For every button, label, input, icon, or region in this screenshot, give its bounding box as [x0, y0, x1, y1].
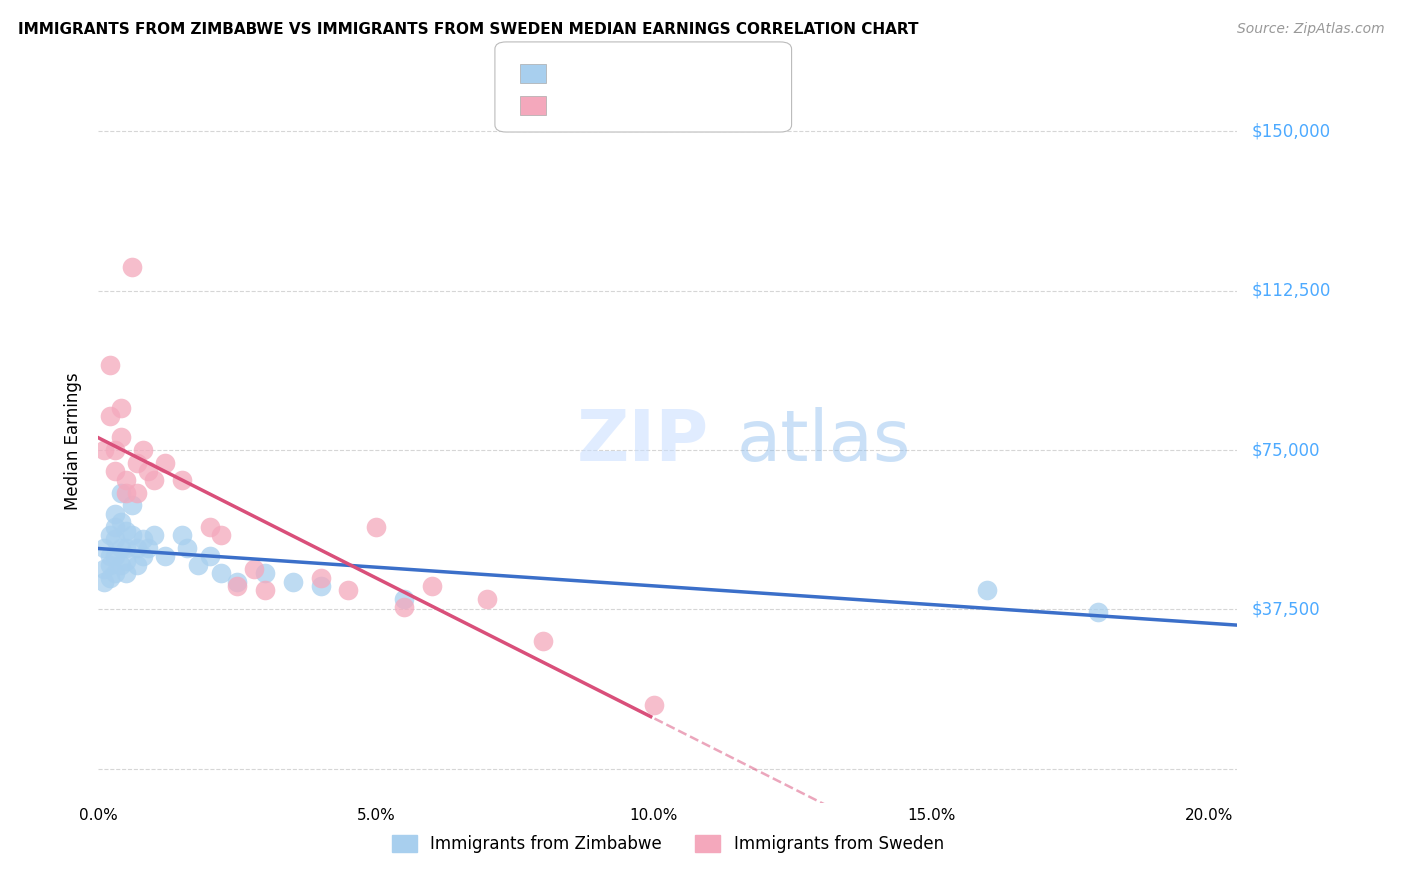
Point	[309, 570, 332, 584]
Point	[127, 456, 149, 470]
Point	[110, 485, 132, 500]
Point	[93, 541, 115, 555]
Text: Source: ZipAtlas.com: Source: ZipAtlas.com	[1237, 22, 1385, 37]
Point	[153, 549, 176, 564]
Point	[143, 528, 166, 542]
Point	[104, 519, 127, 533]
Point	[198, 519, 221, 533]
Point	[531, 634, 554, 648]
Point	[104, 464, 127, 478]
Point	[132, 549, 155, 564]
Point	[115, 541, 138, 555]
Text: $37,500: $37,500	[1251, 600, 1320, 618]
Point	[110, 430, 132, 444]
Text: $150,000: $150,000	[1251, 122, 1330, 140]
Point	[98, 558, 121, 572]
Point	[198, 549, 221, 564]
Point	[104, 566, 127, 581]
Text: atlas: atlas	[737, 407, 911, 476]
Point	[138, 464, 160, 478]
Point	[226, 574, 249, 589]
Point	[209, 566, 232, 581]
Point	[104, 443, 127, 458]
Point	[93, 574, 115, 589]
Point	[121, 498, 143, 512]
Point	[98, 570, 121, 584]
Text: R = -0.303   N =  41: R = -0.303 N = 41	[557, 65, 725, 83]
Point	[254, 583, 277, 598]
Point	[121, 260, 143, 275]
Point	[243, 562, 266, 576]
Point	[132, 443, 155, 458]
Text: $75,000: $75,000	[1251, 441, 1320, 459]
Point	[170, 473, 193, 487]
Point	[115, 485, 138, 500]
Point	[226, 579, 249, 593]
Point	[110, 558, 132, 572]
Point	[104, 507, 127, 521]
Point	[127, 541, 149, 555]
Point	[110, 516, 132, 530]
Point	[392, 600, 415, 615]
Point	[170, 528, 193, 542]
Text: $112,500: $112,500	[1251, 282, 1330, 300]
Point	[127, 558, 149, 572]
Point	[477, 591, 499, 606]
Point	[153, 456, 176, 470]
Point	[98, 409, 121, 423]
Point	[104, 549, 127, 564]
Point	[254, 566, 277, 581]
Point	[138, 541, 160, 555]
Point	[104, 533, 127, 547]
Point	[115, 473, 138, 487]
Point	[127, 485, 149, 500]
Point	[93, 443, 115, 458]
Point	[281, 574, 304, 589]
Point	[115, 524, 138, 538]
Point	[1087, 605, 1109, 619]
Point	[392, 591, 415, 606]
Point	[976, 583, 998, 598]
Text: IMMIGRANTS FROM ZIMBABWE VS IMMIGRANTS FROM SWEDEN MEDIAN EARNINGS CORRELATION C: IMMIGRANTS FROM ZIMBABWE VS IMMIGRANTS F…	[18, 22, 918, 37]
Point	[115, 553, 138, 567]
Text: ZIP: ZIP	[576, 407, 709, 476]
Point	[98, 528, 121, 542]
Text: R = -0.306   N =  30: R = -0.306 N = 30	[557, 95, 725, 113]
Point	[187, 558, 209, 572]
Point	[420, 579, 443, 593]
Point	[337, 583, 360, 598]
Point	[209, 528, 232, 542]
Point	[176, 541, 198, 555]
Point	[93, 562, 115, 576]
Point	[366, 519, 388, 533]
Point	[143, 473, 166, 487]
Legend: Immigrants from Zimbabwe, Immigrants from Sweden: Immigrants from Zimbabwe, Immigrants fro…	[385, 828, 950, 860]
Point	[132, 533, 155, 547]
Point	[98, 358, 121, 372]
Point	[110, 401, 132, 415]
Point	[309, 579, 332, 593]
Point	[98, 549, 121, 564]
Point	[643, 698, 665, 712]
Point	[110, 541, 132, 555]
Y-axis label: Median Earnings: Median Earnings	[65, 373, 83, 510]
Point	[115, 566, 138, 581]
Point	[121, 528, 143, 542]
